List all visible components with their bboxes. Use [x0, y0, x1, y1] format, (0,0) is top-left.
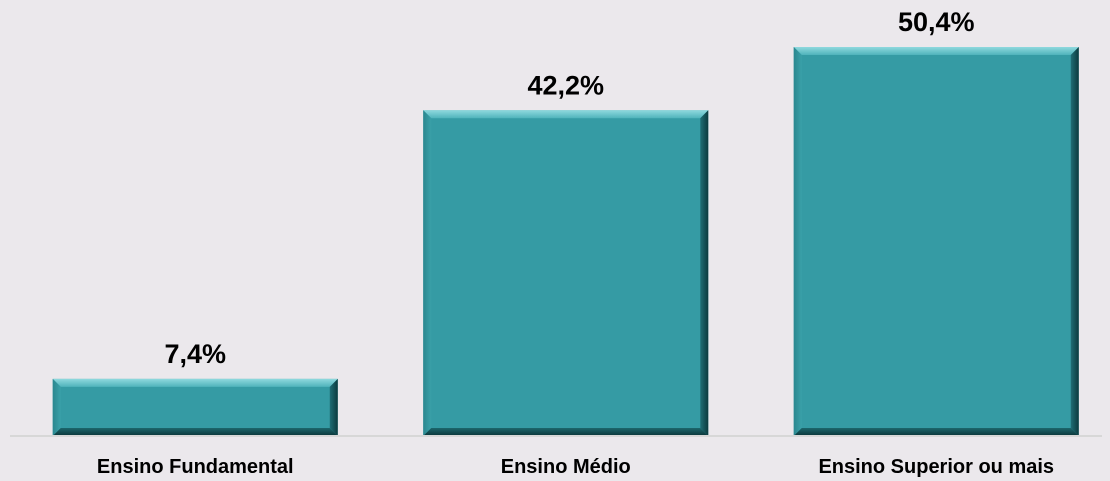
labels-layer: 7,4% Ensino Fundamental 42,2% Ensino Médio 5… [97, 7, 1054, 478]
bar-bevel-left [793, 47, 802, 436]
category-label-2: Ensino Superior ou mais [818, 456, 1054, 478]
bar-0 [52, 378, 338, 436]
bar-bevel-bottom [423, 428, 709, 436]
category-label-1: Ensino Médio [501, 456, 631, 478]
bar-2 [793, 47, 1079, 436]
bar-bevel-top [423, 110, 709, 119]
bar-bevel-top [52, 378, 338, 387]
bar-bevel-right [1070, 47, 1079, 436]
bar-bevel-bottom [793, 428, 1079, 436]
bar-1 [423, 110, 709, 437]
bar-bevel-left [52, 378, 61, 436]
bar-bevel-left [423, 110, 432, 437]
bar-bevel-bottom [52, 428, 338, 436]
bar-bevel-right [329, 378, 338, 436]
bar-face [52, 378, 338, 436]
data-label-1: 42,2% [527, 70, 604, 100]
bar-face [793, 47, 1079, 436]
bars-layer [52, 47, 1079, 437]
data-label-2: 50,4% [898, 7, 975, 37]
category-label-0: Ensino Fundamental [97, 456, 294, 478]
bar-bevel-top [793, 47, 1079, 55]
data-label-0: 7,4% [164, 339, 226, 369]
bar-face [423, 110, 709, 437]
bar-bevel-right [700, 110, 709, 437]
